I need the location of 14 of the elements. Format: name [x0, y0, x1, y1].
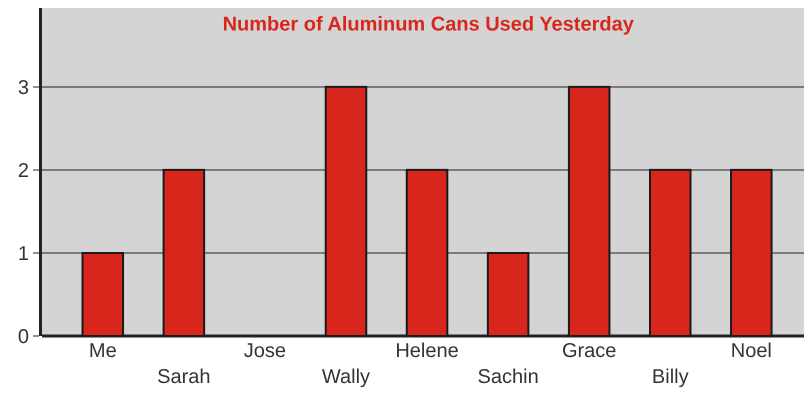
x-tick-label: Me: [88, 340, 117, 362]
y-tick-label: 2: [18, 160, 29, 182]
x-tick-label: Wally: [322, 366, 370, 388]
x-tick-label: Grace: [562, 340, 616, 362]
x-tick-label: Helene: [395, 340, 459, 362]
x-tick-label: Sarah: [157, 366, 211, 388]
x-tick-label: Sachin: [478, 366, 539, 388]
y-tick-label: 3: [18, 76, 29, 99]
chart-title: Number of Aluminum Cans Used Yesterday: [222, 13, 635, 36]
x-tick-label: Jose: [244, 340, 286, 362]
y-tick-label: 0: [18, 326, 29, 348]
x-tick-label: Billy: [652, 366, 689, 388]
y-tick-label: 1: [18, 242, 29, 265]
x-tick-label: Noel: [730, 340, 772, 362]
